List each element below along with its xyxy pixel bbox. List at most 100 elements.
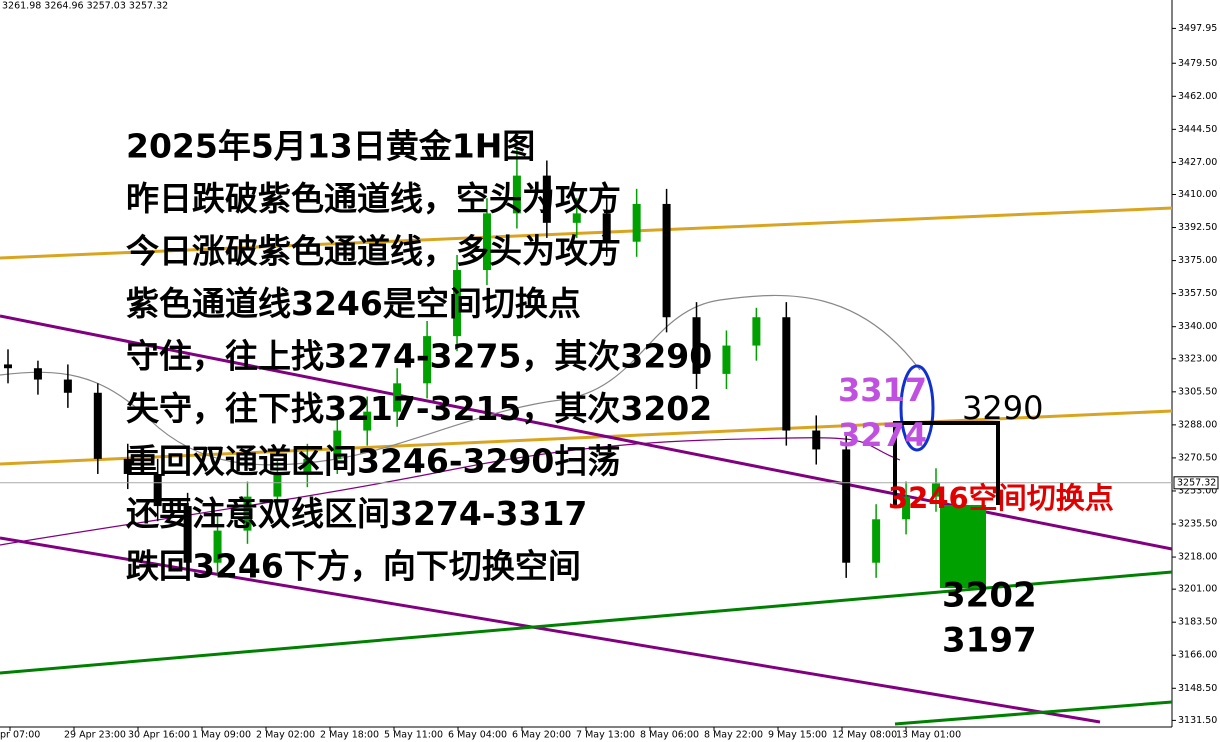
analysis-line: 今日涨破紫色通道线，多头为攻方: [126, 232, 621, 271]
candle-body: [183, 506, 192, 563]
price-note: 3274: [838, 416, 927, 454]
y-tick-label: 3131.50: [1178, 715, 1217, 726]
candle-body: [153, 473, 162, 507]
y-tick-label: 3305.50: [1178, 386, 1217, 397]
price-note: 3197: [942, 621, 1037, 661]
candle-body: [662, 203, 671, 318]
candle-body: [902, 496, 911, 520]
y-tick-label: 3218.00: [1178, 552, 1217, 563]
y-tick-label: 3410.00: [1178, 189, 1217, 200]
candle-body: [123, 458, 132, 474]
candle-body: [692, 317, 701, 374]
x-tick-label: 2 May 18:00: [320, 730, 379, 741]
candle-body: [243, 496, 252, 531]
candle-body: [842, 449, 851, 563]
candle-body: [482, 213, 491, 271]
candle-body: [632, 203, 641, 242]
y-tick-label: 3270.50: [1178, 452, 1217, 463]
trend-line: [0, 536, 1101, 724]
y-tick-label: 3427.00: [1178, 157, 1217, 168]
x-tick-label: 6 May 04:00: [448, 730, 507, 741]
analysis-line: 还要注意双线区间3274-3317: [126, 494, 587, 533]
y-tick-label: 3479.50: [1178, 58, 1217, 69]
y-tick-label: 3235.50: [1178, 519, 1217, 530]
candle-body: [782, 317, 791, 431]
candle-body: [572, 213, 581, 223]
x-tick-label: 6 May 20:00: [512, 730, 571, 741]
y-tick-label: 3166.00: [1178, 650, 1217, 661]
candle-body: [812, 430, 821, 450]
y-tick-label: 3201.00: [1178, 584, 1217, 595]
analysis-line: 失守，往下找3217-3215，其次3202: [126, 389, 712, 428]
candle-body: [333, 430, 342, 459]
x-tick-label: 5 May 11:00: [384, 730, 443, 741]
candle-body: [363, 411, 372, 431]
y-tick-label: 3253.00: [1178, 485, 1217, 496]
candle-body: [33, 368, 42, 380]
candle-body: [63, 379, 72, 393]
y-tick-label: 3497.95: [1178, 23, 1217, 34]
y-tick-label: 3323.00: [1178, 353, 1217, 364]
plot-area: [0, 147, 1173, 726]
candle-body: [602, 213, 611, 242]
switch-note: 3246空间切换点: [888, 481, 1114, 515]
y-tick-label: 3288.00: [1178, 419, 1217, 430]
candle-body: [722, 345, 731, 374]
candle-body: [303, 458, 312, 474]
y-tick-label: 3462.00: [1178, 91, 1217, 102]
x-tick-label: 1 May 09:00: [192, 730, 251, 741]
analysis-line: 守住，往上找3274-3275，其次3290: [126, 337, 712, 376]
current-price-box: [1173, 476, 1219, 490]
candle-body: [453, 270, 462, 337]
x-tick-label: pr 07:00: [0, 730, 40, 741]
candle-body: [542, 175, 551, 223]
trend-line: [894, 700, 1173, 726]
candle-body: [752, 317, 761, 346]
price-note: 3290: [962, 389, 1043, 427]
x-tick-label: 29 Apr 23:00: [64, 730, 126, 741]
ohlc-header: 3261.98 3264.96 3257.03 3257.32: [2, 1, 168, 12]
x-tick-label: 8 May 22:00: [704, 730, 763, 741]
analysis-line: 紫色通道线3246是空间切换点: [126, 284, 581, 323]
candle-body: [872, 519, 881, 563]
y-tick-label: 3392.50: [1178, 222, 1217, 233]
y-tick-label: 3148.50: [1178, 683, 1217, 694]
analysis-line: 跌回3246下方，向下切换空间: [126, 547, 581, 586]
trend-line: [0, 409, 1173, 466]
range-bracket: [893, 421, 1000, 505]
candle-body: [93, 392, 102, 459]
candle-body: [423, 336, 432, 384]
candle-body: [4, 364, 12, 369]
candle-body: [512, 175, 521, 214]
highlight-ellipse: [899, 364, 935, 452]
x-tick-label: 2 May 02:00: [256, 730, 315, 741]
x-tick-label: 30 Apr 16:00: [128, 730, 190, 741]
x-tick-label: 7 May 13:00: [576, 730, 635, 741]
target-box: [940, 505, 986, 588]
trend-line: [0, 570, 1173, 675]
candle-body: [213, 530, 222, 563]
analysis-line: 重回双通道区间3246-3290扫荡: [126, 442, 620, 481]
candle-body: [393, 383, 402, 412]
candle-body: [273, 473, 282, 497]
y-tick-label: 3375.00: [1178, 255, 1217, 266]
analysis-line: 2025年5月13日黄金1H图: [126, 127, 535, 166]
x-tick-label: 9 May 15:00: [768, 730, 827, 741]
x-tick-label: 13 May 01:00: [896, 730, 961, 741]
x-tick-label: 8 May 06:00: [640, 730, 699, 741]
current-price-label: 3257.32: [1177, 477, 1216, 488]
trend-line: [0, 206, 1173, 260]
y-tick-label: 3183.50: [1178, 617, 1217, 628]
y-tick-label: 3444.50: [1178, 124, 1217, 135]
price-note: 3317: [838, 371, 927, 409]
y-tick-label: 3340.00: [1178, 321, 1217, 332]
moving-average: [0, 294, 921, 466]
price-note: 3202: [942, 576, 1037, 616]
analysis-line: 昨日跌破紫色通道线，空头为攻方: [126, 179, 621, 218]
annotations: 3317 3274 3290 3246空间切换点 3202 3197: [838, 364, 1114, 661]
candle-body: [932, 483, 940, 497]
y-tick-label: 3357.50: [1178, 288, 1217, 299]
x-tick-label: 12 May 08:00: [832, 730, 897, 741]
